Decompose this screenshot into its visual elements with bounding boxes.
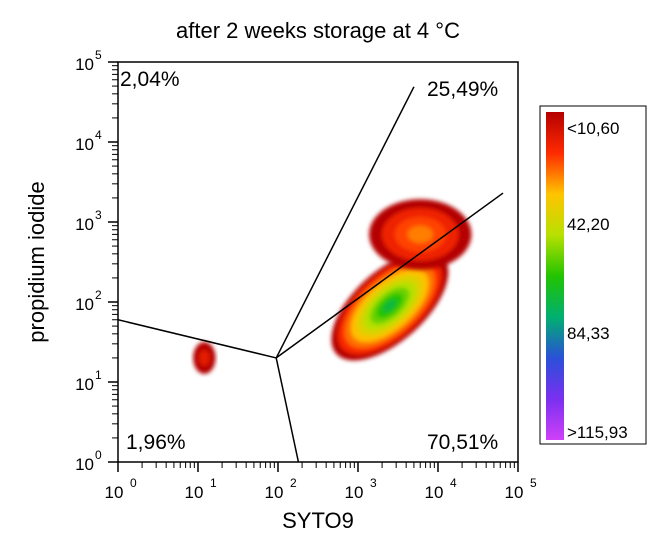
x-tick-label: 10 xyxy=(105,483,124,502)
x-tick-label: 10 xyxy=(265,483,284,502)
colorbar-label: >115,93 xyxy=(567,423,628,442)
density-contour xyxy=(198,349,210,366)
x-tick-exponent: 0 xyxy=(130,476,137,490)
x-tick-exponent: 1 xyxy=(210,476,217,490)
quadrant-label-top-right: 25,49% xyxy=(427,78,498,101)
x-tick-exponent: 5 xyxy=(530,476,537,490)
colorbar: <10,60 42,20 84,33 >115,93 xyxy=(539,105,647,445)
gate-lines xyxy=(118,86,504,462)
x-tick-label: 10 xyxy=(345,483,364,502)
gate-line xyxy=(118,319,277,359)
colorbar-label: 84,33 xyxy=(567,324,610,343)
axes: 10 0 10 1 10 2 10 3 10 4 10 510 010 110 210 310 410 5 xyxy=(75,48,537,502)
y-tick-label: 10 xyxy=(75,215,94,234)
density-layer xyxy=(193,199,472,374)
x-tick-exponent: 3 xyxy=(370,476,377,490)
x-tick-exponent: 4 xyxy=(450,476,457,490)
y-tick-exponent: 1 xyxy=(95,368,102,382)
x-axis-label: SYTO9 xyxy=(282,508,354,533)
quadrant-label-bottom-left: 1,96% xyxy=(126,431,186,454)
x-tick-label: 10 xyxy=(185,483,204,502)
colorbar-label: 42,20 xyxy=(567,215,610,234)
x-tick-label: 10 xyxy=(505,483,524,502)
colorbar-ramp xyxy=(546,112,564,440)
gate-line xyxy=(275,86,415,359)
plot-frame xyxy=(117,61,519,463)
y-tick-exponent: 4 xyxy=(95,128,102,142)
density-cluster xyxy=(193,341,216,374)
y-tick-label: 10 xyxy=(75,295,94,314)
quadrant-label-top-left: 2,04% xyxy=(120,68,180,91)
quadrant-label-bottom-right: 70,51% xyxy=(427,431,498,454)
density-contour xyxy=(407,225,434,244)
gate-line xyxy=(275,192,504,359)
y-tick-label: 10 xyxy=(75,55,94,74)
x-tick-label: 10 xyxy=(425,483,444,502)
y-tick-label: 10 xyxy=(75,455,94,474)
y-tick-label: 10 xyxy=(75,375,94,394)
y-tick-label: 10 xyxy=(75,135,94,154)
y-axis-label: propidium iodide xyxy=(24,181,49,342)
density-cluster xyxy=(369,199,472,270)
chart-title: after 2 weeks storage at 4 °C xyxy=(176,18,460,43)
density-cluster xyxy=(331,250,449,361)
density-contour xyxy=(383,299,397,312)
y-tick-exponent: 2 xyxy=(95,288,102,302)
colorbar-label: <10,60 xyxy=(567,119,619,138)
y-tick-exponent: 0 xyxy=(95,448,102,462)
y-tick-exponent: 5 xyxy=(95,48,102,62)
gate-line xyxy=(275,357,300,462)
y-tick-exponent: 3 xyxy=(95,208,102,222)
x-tick-exponent: 2 xyxy=(290,476,297,490)
